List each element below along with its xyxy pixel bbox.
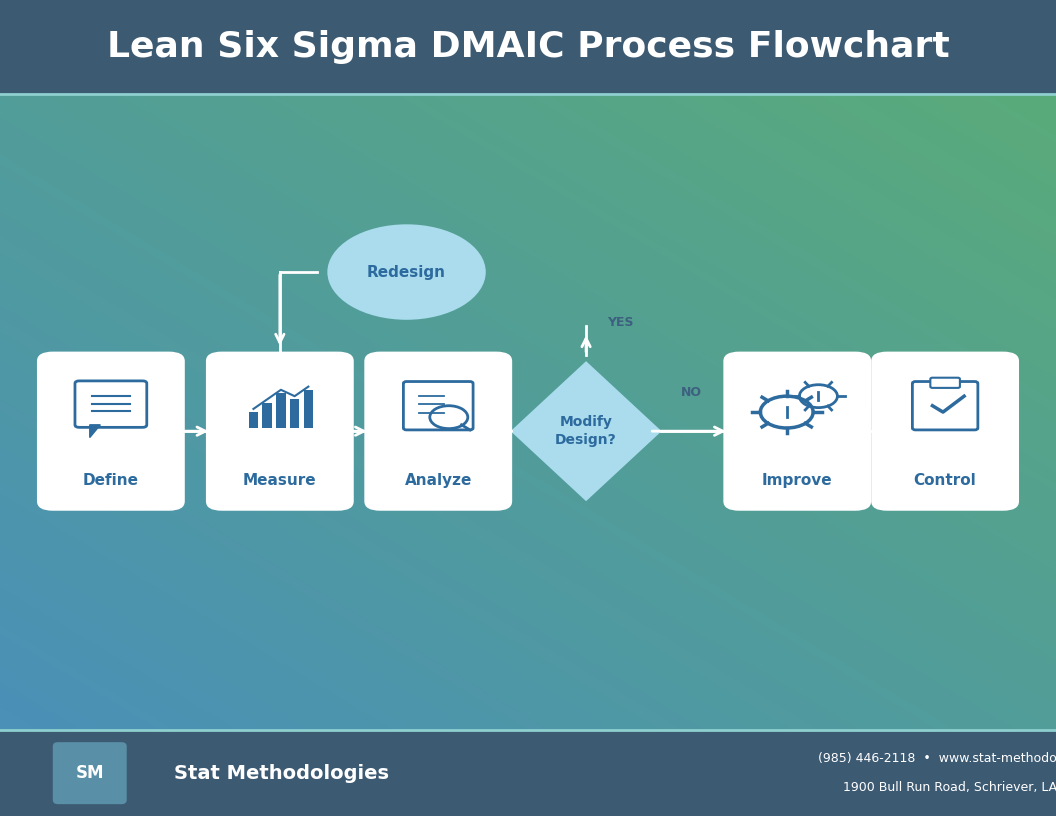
Text: Stat Methodologies: Stat Methodologies <box>174 764 390 783</box>
Text: Control: Control <box>913 473 977 489</box>
Bar <box>289 399 300 428</box>
Text: SM: SM <box>76 764 103 783</box>
FancyBboxPatch shape <box>0 0 1056 94</box>
Text: YES: YES <box>607 317 634 330</box>
Text: Measure: Measure <box>243 473 317 489</box>
Circle shape <box>327 224 486 320</box>
FancyBboxPatch shape <box>723 352 871 511</box>
FancyBboxPatch shape <box>364 352 512 511</box>
Text: Analyze: Analyze <box>404 473 472 489</box>
Text: Redesign: Redesign <box>367 264 446 280</box>
Text: Lean Six Sigma DMAIC Process Flowchart: Lean Six Sigma DMAIC Process Flowchart <box>107 30 949 64</box>
Text: Modify
Design?: Modify Design? <box>555 415 617 447</box>
Text: 1900 Bull Run Road, Schriever, LA 70395: 1900 Bull Run Road, Schriever, LA 70395 <box>843 782 1056 794</box>
Text: (985) 446-2118  •  www.stat-methodologies.com: (985) 446-2118 • www.stat-methodologies.… <box>818 752 1056 765</box>
FancyBboxPatch shape <box>871 352 1019 511</box>
Bar <box>262 402 272 428</box>
Bar <box>304 390 314 428</box>
Bar <box>249 412 259 428</box>
Polygon shape <box>511 361 661 501</box>
Text: Define: Define <box>82 473 139 489</box>
FancyBboxPatch shape <box>0 730 1056 816</box>
Bar <box>277 393 285 428</box>
Text: NO: NO <box>681 387 702 400</box>
FancyBboxPatch shape <box>37 352 185 511</box>
FancyBboxPatch shape <box>53 743 127 805</box>
FancyBboxPatch shape <box>930 378 960 388</box>
Text: Improve: Improve <box>762 473 832 489</box>
FancyBboxPatch shape <box>206 352 354 511</box>
Polygon shape <box>90 425 100 437</box>
